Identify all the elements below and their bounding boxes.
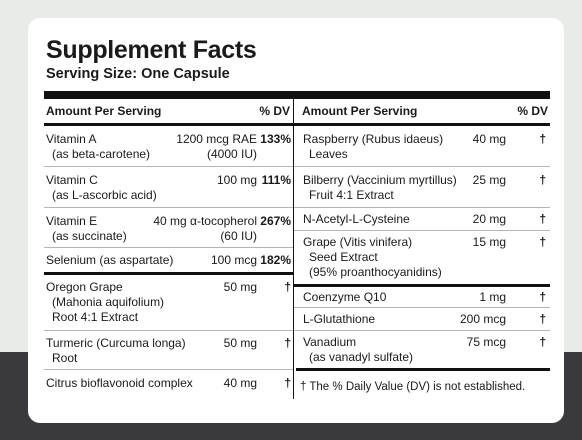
nutrient-name: Selenium (as aspartate) [46,253,174,267]
ingredient-row: Bilberry (Vaccinium myrtillus) Fruit 4:1… [294,167,550,208]
ingredient-row: Grape (Vitis vinifera) Seed Extract (95%… [294,231,550,287]
ingredient-name: L-Glutathione [303,312,376,326]
ingredient-name: N-Acetyl-L-Cysteine [303,212,410,226]
serving-size: Serving Size: One Capsule [46,66,230,82]
nutrient-name: Vitamin A [46,132,97,146]
nutrient-form: (as L-ascorbic acid) [52,188,157,202]
ingredient-latin-name: (Mahonia aquifolium) [52,295,165,309]
ingredient-name: Vanadium [303,335,357,349]
nutrient-dv: 182% [260,253,291,267]
panel-title: Supplement Facts [46,36,257,64]
nutrient-row: Vitamin E (as succinate) 40 mg α-tocophe… [44,208,293,248]
footnote-rule [296,368,550,371]
nutrient-dv: 111% [261,173,291,187]
amount-per-serving-label: Amount Per Serving [302,104,418,118]
dagger-mark: † [284,376,291,390]
ingredient-row: Raspberry (Rubus idaeus) Leaves 40 mg † [294,126,550,167]
ingredient-amount: 15 mg [472,235,506,249]
nutrient-form: (as beta-carotene) [52,147,151,161]
nutrient-row: Vitamin A (as beta-carotene) 1200 mcg RA… [44,126,293,167]
dagger-mark: † [539,132,546,146]
dagger-mark: † [284,280,291,294]
ingredient-standardization: (95% proanthocyanidins) [309,265,442,279]
thick-rule [44,91,550,99]
ingredient-amount: 40 mg [472,132,506,146]
ingredient-name: Oregon Grape [46,280,123,294]
nutrient-amount: 40 mg α-tocopherol [153,214,257,228]
right-ingredient-list: Raspberry (Rubus idaeus) Leaves 40 mg † … [294,123,550,369]
left-column-header: Amount Per Serving % DV [46,99,290,123]
dv-label: % DV [517,104,548,118]
ingredient-row: Vanadium (as vanadyl sulfate) 75 mcg † [294,331,550,369]
dagger-mark: † [539,312,546,326]
ingredient-form: (as vanadyl sulfate) [309,350,414,364]
ingredient-amount: 25 mg [472,173,506,187]
nutrient-amount: 100 mg [216,173,257,187]
right-column-header: Amount Per Serving % DV [302,99,548,123]
ingredient-part: Root [52,351,78,365]
dagger-mark: † [539,235,546,249]
ingredient-name: Grape (Vitis vinifera) [303,235,413,249]
ingredient-row: L-Glutathione 200 mcg † [294,308,550,331]
nutrient-name: Vitamin E [46,214,98,228]
ingredient-row: N-Acetyl-L-Cysteine 20 mg † [294,208,550,231]
ingredient-amount: 40 mg [223,376,257,390]
dagger-mark: † [539,212,546,226]
nutrient-form: (as succinate) [52,229,127,243]
nutrient-name: Vitamin C [46,173,98,187]
ingredient-part: Fruit 4:1 Extract [309,188,394,202]
ingredient-name: Bilberry (Vaccinium myrtillus) [303,173,457,187]
ingredient-name: Raspberry (Rubus idaeus) [303,132,444,146]
daily-value-footnote: † The % Daily Value (DV) is not establis… [300,381,526,393]
ingredient-row: Oregon Grape (Mahonia aquifolium) Root 4… [44,275,293,331]
ingredient-part: Root 4:1 Extract [52,310,139,324]
ingredient-amount: 50 mg [223,336,257,350]
ingredient-part: Seed Extract [309,250,378,264]
dagger-mark: † [539,335,546,349]
nutrient-dv: 267% [260,214,291,228]
ingredient-name: Coenzyme Q10 [303,290,387,304]
ingredient-row: Citrus bioflavonoid complex 40 mg † [44,370,293,396]
ingredient-row: Coenzyme Q10 1 mg † [294,287,550,308]
ingredient-amount: 75 mcg [466,335,506,349]
amount-per-serving-label: Amount Per Serving [46,104,162,118]
nutrient-amount-alt: (60 IU) [220,229,257,243]
nutrient-row: Vitamin C (as L-ascorbic acid) 100 mg 11… [44,167,293,208]
column-divider [293,99,294,399]
supplement-facts-card: Supplement Facts Serving Size: One Capsu… [28,18,564,423]
dv-label: % DV [259,104,290,118]
left-nutrient-list: Vitamin A (as beta-carotene) 1200 mcg RA… [44,123,293,396]
dagger-mark: † [539,173,546,187]
ingredient-amount: 200 mcg [459,312,506,326]
nutrient-row: Selenium (as aspartate) 100 mcg 182% [44,248,293,275]
nutrient-dv: 133% [260,132,291,146]
dagger-mark: † [539,290,546,304]
ingredient-amount: 1 mg [479,290,506,304]
nutrient-amount: 1200 mcg RAE [176,132,257,146]
ingredient-amount: 50 mg [223,280,257,294]
ingredient-row: Turmeric (Curcuma longa) Root 50 mg † [44,331,293,370]
dagger-mark: † [284,336,291,350]
ingredient-amount: 20 mg [472,212,506,226]
ingredient-part: Leaves [309,147,348,161]
ingredient-name: Turmeric (Curcuma longa) [46,336,186,350]
nutrient-amount-alt: (4000 IU) [206,147,257,161]
ingredient-name: Citrus bioflavonoid complex [46,376,193,390]
nutrient-amount: 100 mcg [210,253,257,267]
